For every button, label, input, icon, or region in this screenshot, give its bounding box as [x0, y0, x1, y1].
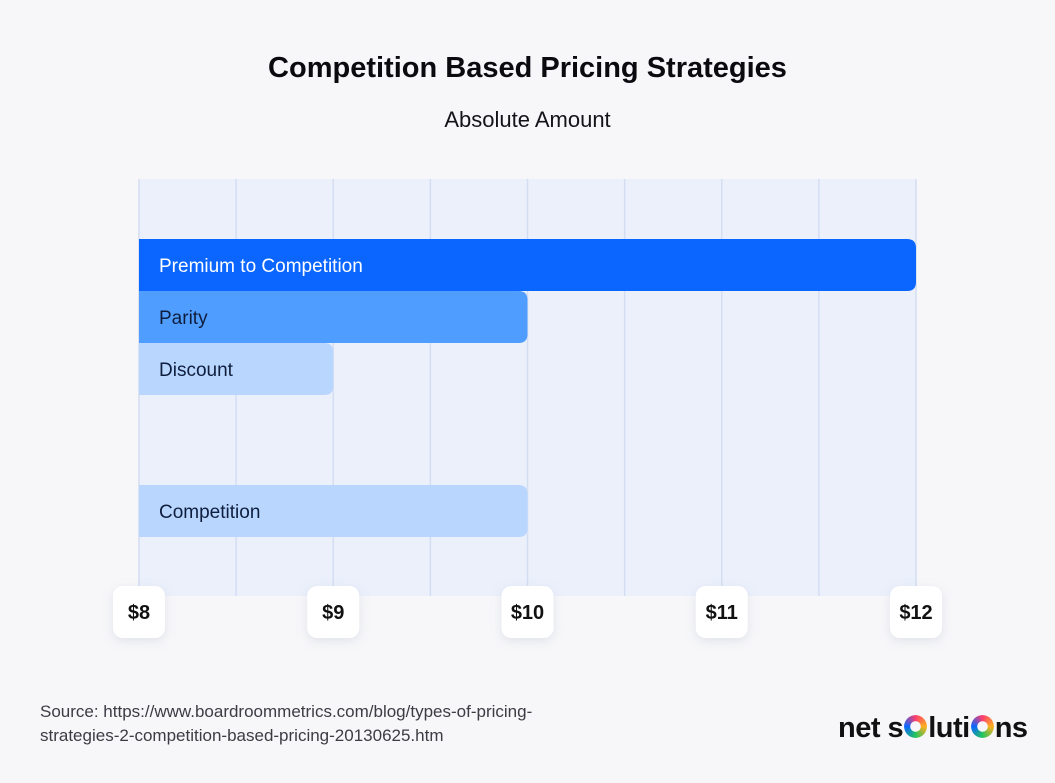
- tick-label: $8: [128, 602, 150, 624]
- logo-ring-icon: [904, 715, 928, 738]
- net-solutions-logo: net s luti ns: [838, 712, 1028, 745]
- bar-label: Discount: [159, 360, 234, 381]
- tick-pill: [890, 586, 942, 638]
- tick-pill: [695, 586, 748, 638]
- logo-text-middle: luti: [928, 712, 970, 744]
- bar: [139, 485, 528, 537]
- bar: [139, 291, 528, 343]
- tick-label: $12: [899, 602, 932, 624]
- bars: Premium to Competition Parity Discount Comp…: [139, 239, 916, 537]
- bar-label: Competition: [159, 502, 260, 523]
- bar-chart: Premium to Competition Parity Discount Comp…: [113, 179, 942, 638]
- chart-title: Competition Based Pricing Strategies: [268, 52, 787, 84]
- tick-pill: [501, 586, 554, 638]
- tick-label: $11: [706, 602, 738, 624]
- tick-pill: [113, 586, 165, 638]
- bar-label: Premium to Competition: [159, 256, 363, 277]
- source-note: Source: https://www.boardroommetrics.com…: [40, 702, 533, 745]
- x-axis-ticks: $8 $9 $10 $11 $12: [113, 586, 942, 638]
- logo-text-end: ns: [994, 712, 1028, 744]
- logo-text-start: net s: [838, 712, 904, 744]
- tick-pill: [307, 586, 360, 638]
- chart-subtitle: Absolute Amount: [444, 107, 611, 132]
- bar: [139, 343, 334, 395]
- bar-label: Parity: [159, 308, 208, 329]
- bar: [139, 239, 916, 291]
- tick-label: $9: [322, 602, 344, 624]
- tick-label: $10: [511, 602, 544, 624]
- logo-ring-icon: [970, 715, 994, 738]
